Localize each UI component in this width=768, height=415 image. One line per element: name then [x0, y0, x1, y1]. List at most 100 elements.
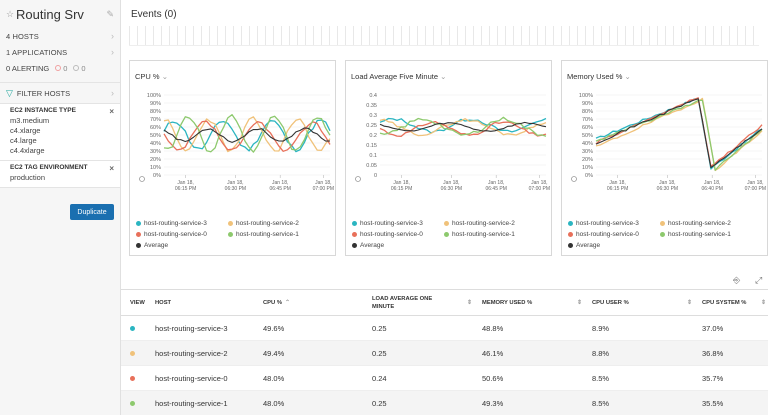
x-tick-label: Jan 18, — [272, 180, 288, 186]
sort-asc-icon: ⌃ — [285, 300, 291, 306]
table-row[interactable]: host-routing-service-3 49.6% 0.25 48.8% 8.9%… — [121, 316, 768, 341]
host-cell[interactable]: host-routing-service-3 — [155, 323, 228, 333]
chevron-right-icon: › — [111, 88, 114, 98]
chart-title[interactable]: Memory Used % ⌄ — [567, 72, 631, 81]
legend-dot — [568, 243, 573, 248]
column-header-cpu-system[interactable]: CPU SYSTEM % ⇕ — [702, 299, 766, 307]
legend-item[interactable]: host-routing-service-1 — [444, 229, 536, 240]
expand-icon[interactable]: ⤢ — [755, 275, 763, 285]
host-cell[interactable]: host-routing-service-1 — [155, 398, 228, 408]
sort-icon: ⇕ — [686, 300, 692, 306]
legend-dot — [444, 232, 449, 237]
column-header-memory[interactable]: MEMORY USED % ⇕ — [482, 299, 582, 307]
series-line-host-routing-service-2 — [163, 116, 331, 153]
legend-dot — [352, 221, 357, 226]
column-header-cpu-user[interactable]: CPU USER % ⇕ — [592, 299, 692, 307]
table-row[interactable]: host-routing-service-2 49.4% 0.25 46.1% 8.8%… — [121, 341, 768, 366]
table-row[interactable]: host-routing-service-0 48.0% 0.24 50.6% 8.5%… — [121, 366, 768, 391]
filter-group-tag-environment: EC2 TAG ENVIRONMENT × production — [0, 161, 120, 188]
y-tick-label: 60% — [582, 125, 593, 131]
legend-item[interactable]: host-routing-service-3 — [568, 218, 660, 229]
y-tick-label: 90% — [582, 101, 593, 107]
filter-value[interactable]: m3.medium — [10, 116, 50, 125]
load-cell: 0.25 — [372, 398, 387, 408]
filter-value[interactable]: c4.large — [10, 136, 37, 145]
chevron-right-icon: › — [111, 31, 114, 41]
legend-item[interactable]: host-routing-service-3 — [352, 218, 444, 229]
filter-group-title: EC2 TAG ENVIRONMENT — [10, 164, 88, 171]
legend-item[interactable]: host-routing-service-1 — [660, 229, 752, 240]
legend-item[interactable]: Average — [568, 240, 660, 251]
filter-value[interactable]: c4.xlarge — [10, 126, 41, 135]
app-title: Routing Srv — [16, 6, 84, 22]
filter-hosts-toggle[interactable]: ▽ FILTER HOSTS › — [0, 82, 120, 104]
table-row[interactable]: host-routing-service-1 48.0% 0.25 49.3% 8.5%… — [121, 391, 768, 415]
legend-dot — [660, 221, 665, 226]
y-tick-label: 40% — [150, 141, 161, 147]
legend-item[interactable]: host-routing-service-0 — [136, 229, 228, 240]
sidebar: ☆ Routing Srv ✎ 4 HOSTS › 1 APPLICATIONS… — [0, 0, 121, 415]
filter-value[interactable]: production — [10, 173, 46, 182]
series-line-host-routing-service-0 — [379, 120, 547, 137]
x-tick-label: Jan 18, — [488, 180, 504, 186]
events-timeline[interactable] — [129, 26, 759, 46]
y-tick-label: 100% — [147, 93, 161, 99]
pencil-icon[interactable]: ✎ — [106, 8, 114, 19]
legend-item[interactable]: Average — [136, 240, 228, 251]
column-header-host[interactable]: HOST — [155, 299, 172, 306]
x-tick-label: 06:15 PM — [391, 186, 412, 192]
alerting-summary[interactable]: 0 ALERTING 0 0 — [0, 60, 120, 76]
star-icon[interactable]: ☆ — [6, 8, 15, 19]
close-icon[interactable]: × — [109, 164, 114, 173]
legend-item[interactable]: host-routing-service-0 — [568, 229, 660, 240]
cpu-user-cell: 8.8% — [592, 348, 610, 358]
legend-label: host-routing-service-3 — [144, 220, 207, 227]
series-line-host-routing-service-2 — [379, 118, 547, 137]
y-tick-label: 0.35 — [366, 103, 377, 109]
column-header-cpu[interactable]: CPU % ⌃ — [263, 299, 291, 307]
legend-item[interactable]: host-routing-service-1 — [228, 229, 320, 240]
x-tick-label: Jan 18, — [659, 180, 675, 186]
chart-title[interactable]: CPU % ⌄ — [135, 72, 168, 81]
y-tick-label: 0.1 — [369, 153, 377, 159]
chevron-down-icon: ⌄ — [440, 72, 447, 81]
duplicate-button[interactable]: Duplicate — [70, 204, 114, 220]
y-tick-label: 20% — [150, 157, 161, 163]
x-tick-label: Jan 18, — [531, 180, 547, 186]
legend-item[interactable]: host-routing-service-3 — [136, 218, 228, 229]
legend-item[interactable]: Average — [352, 240, 444, 251]
cpu-system-cell: 36.8% — [702, 348, 724, 358]
series-color-dot — [130, 350, 135, 356]
y-tick-label: 0.15 — [366, 143, 377, 149]
legend-item[interactable]: host-routing-service-2 — [228, 218, 320, 229]
column-header-load[interactable]: LOAD AVERAGE ONE MINUTE ⇕ — [372, 295, 472, 310]
export-icon[interactable]: ⎆ — [733, 275, 741, 285]
view-cell[interactable] — [121, 324, 153, 333]
close-icon[interactable]: × — [109, 107, 114, 116]
series-color-dot — [130, 325, 135, 331]
applications-summary[interactable]: 1 APPLICATIONS › — [0, 44, 120, 60]
series-line-host-routing-service-0 — [163, 120, 331, 152]
y-tick-label: 0.2 — [369, 133, 377, 139]
view-cell[interactable] — [121, 399, 153, 408]
cpu-user-cell: 8.5% — [592, 373, 610, 383]
legend-dot — [352, 232, 357, 237]
legend-label: host-routing-service-0 — [360, 231, 423, 238]
host-cell[interactable]: host-routing-service-2 — [155, 348, 228, 358]
legend-item[interactable]: host-routing-service-0 — [352, 229, 444, 240]
view-cell[interactable] — [121, 374, 153, 383]
legend-item[interactable]: host-routing-service-2 — [660, 218, 752, 229]
chart-title[interactable]: Load Average Five Minute ⌄ — [351, 72, 447, 81]
view-cell[interactable] — [121, 349, 153, 358]
legend-dot — [136, 221, 141, 226]
filter-hosts-label: FILTER HOSTS — [16, 88, 71, 98]
hosts-count: 4 HOSTS — [6, 31, 39, 41]
hosts-summary[interactable]: 4 HOSTS › — [0, 28, 120, 44]
filter-value[interactable]: c4.4xlarge — [10, 146, 45, 155]
app-title-row: ☆ Routing Srv ✎ — [0, 0, 120, 28]
legend-item[interactable]: host-routing-service-2 — [444, 218, 536, 229]
host-cell[interactable]: host-routing-service-0 — [155, 373, 228, 383]
x-tick-label: 07:00 PM — [313, 186, 334, 192]
x-tick-label: 06:15 PM — [607, 186, 628, 192]
memory-cell: 50.6% — [482, 373, 504, 383]
